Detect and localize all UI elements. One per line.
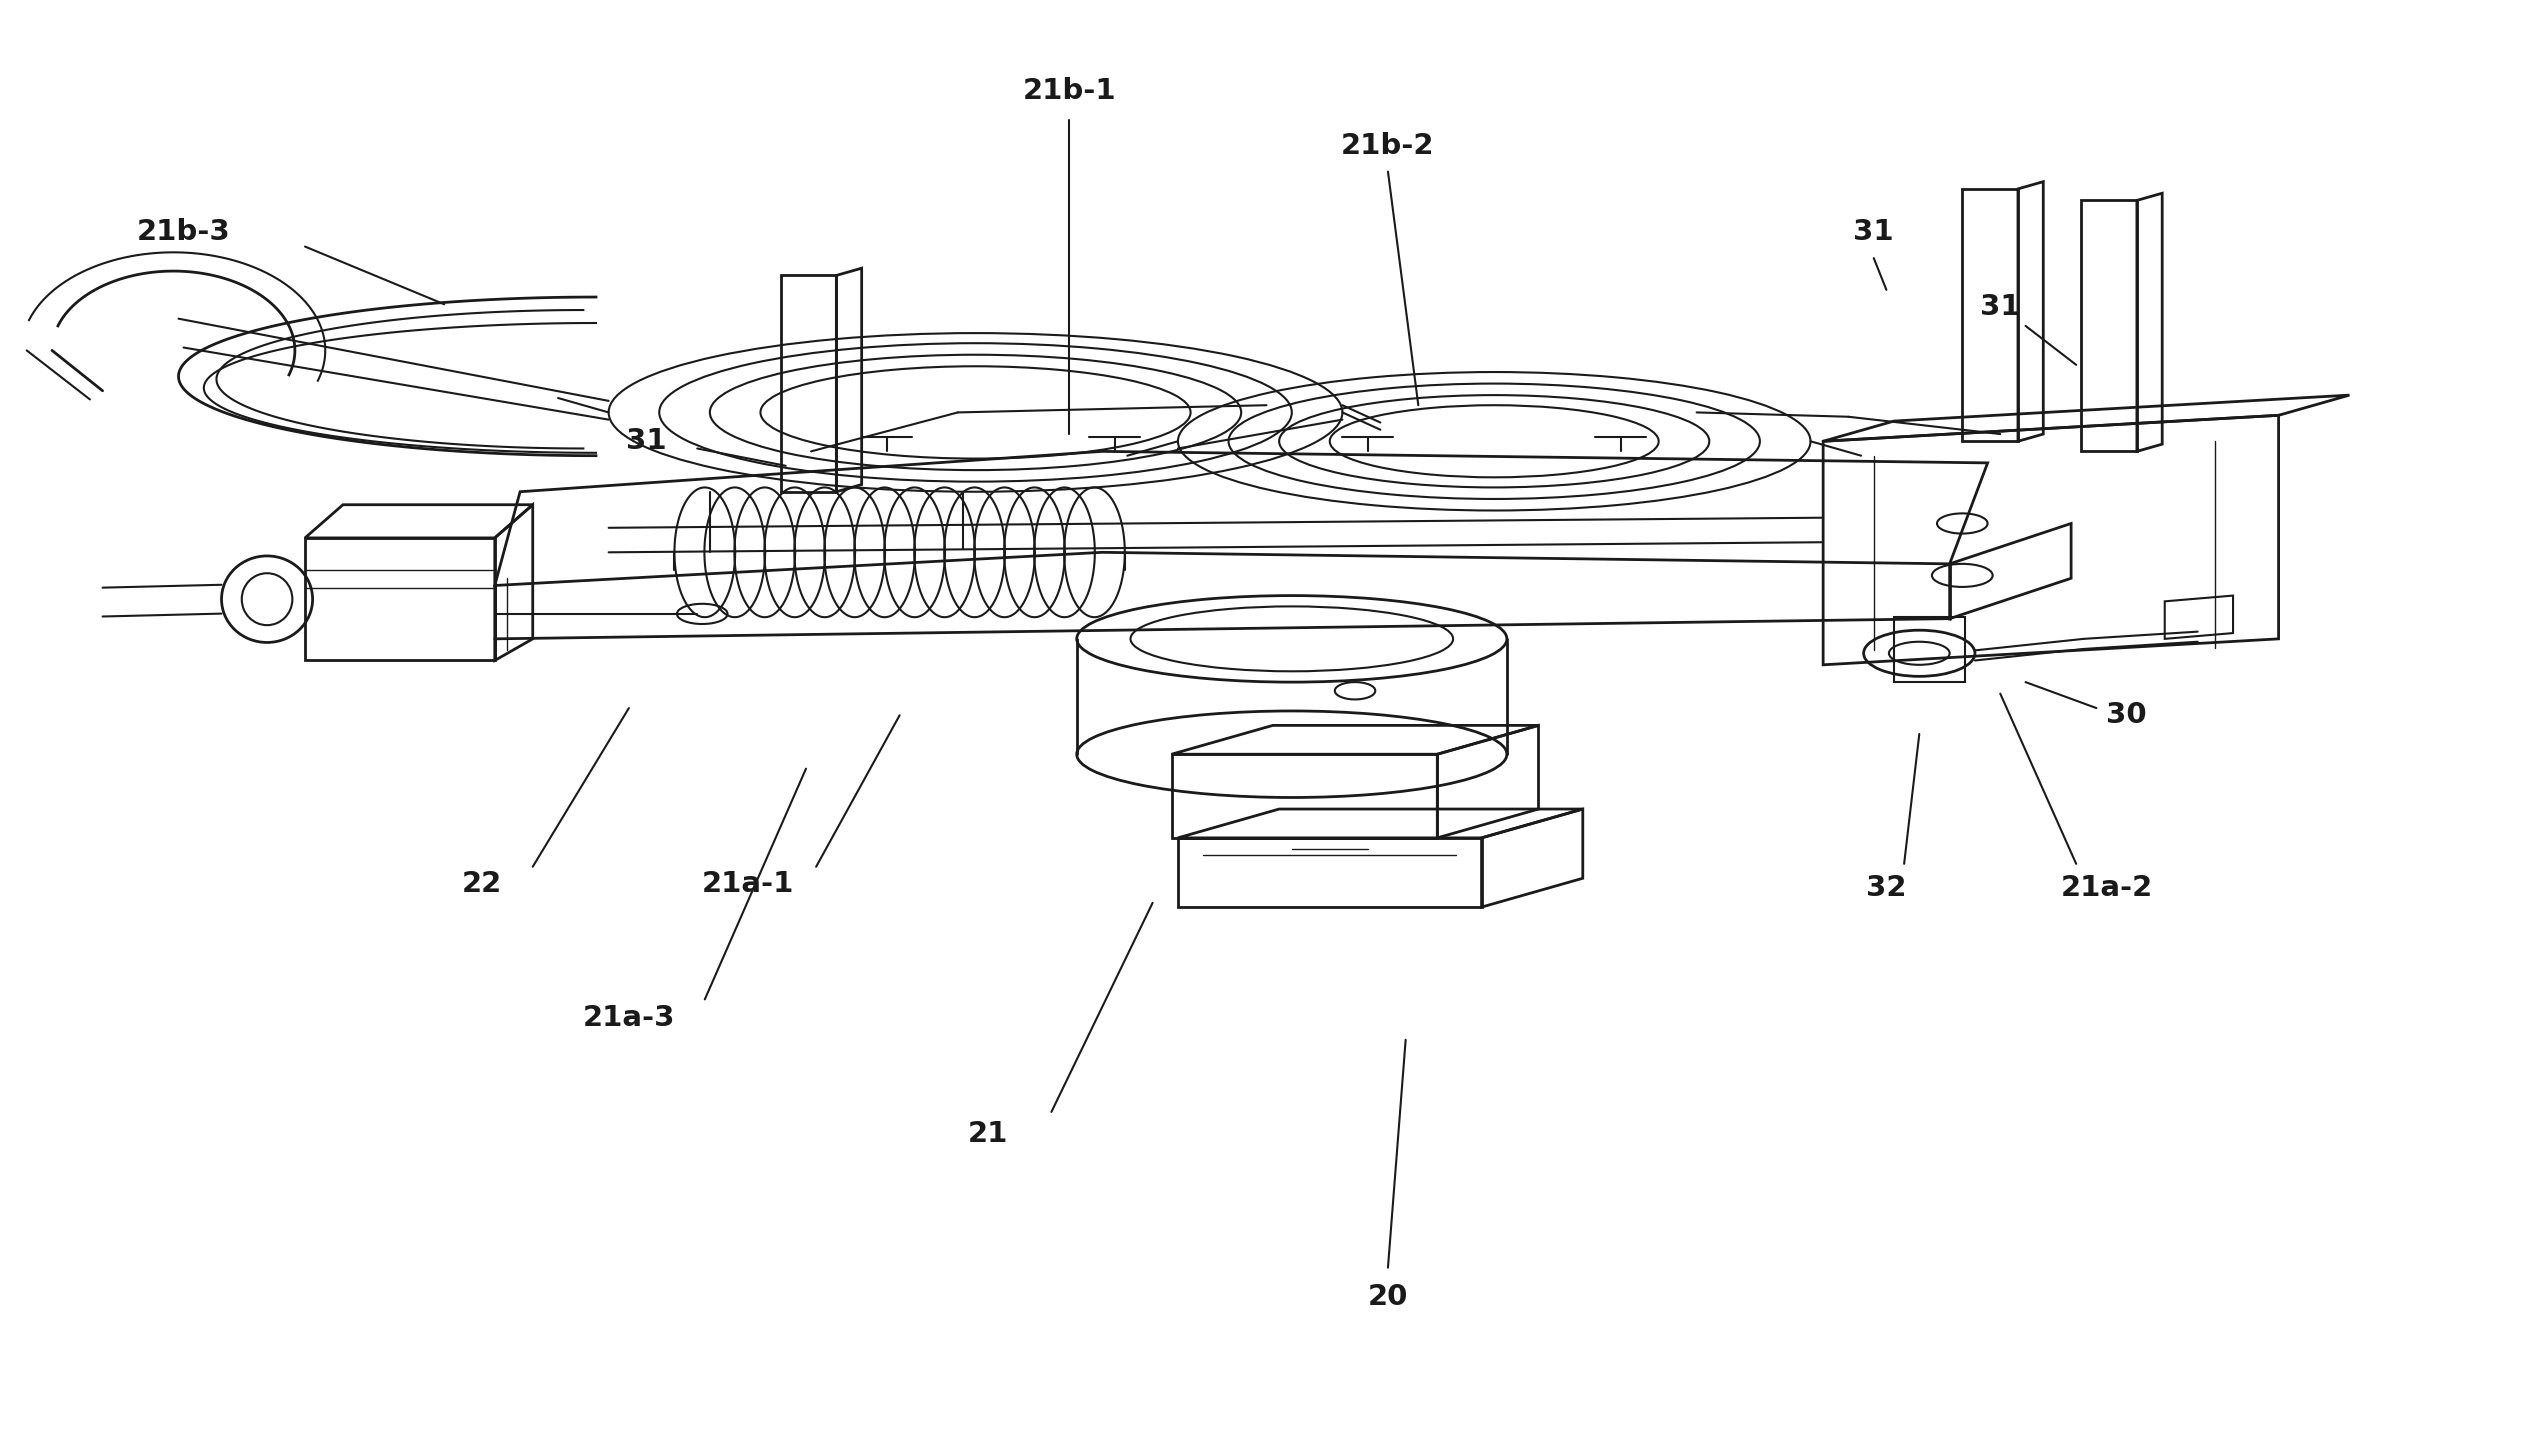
Text: 21b-2: 21b-2 — [1340, 131, 1434, 159]
Text: 31: 31 — [1854, 218, 1895, 246]
Text: 21a-1: 21a-1 — [702, 870, 793, 897]
Text: 21: 21 — [968, 1120, 1008, 1147]
Text: 31: 31 — [1981, 293, 2021, 321]
Text: 21a-3: 21a-3 — [583, 1004, 676, 1032]
Text: 30: 30 — [2107, 701, 2148, 730]
Text: 32: 32 — [1867, 874, 1907, 902]
Text: 20: 20 — [1368, 1283, 1408, 1311]
Text: 22: 22 — [461, 870, 502, 897]
Text: 21b-3: 21b-3 — [137, 218, 231, 246]
Text: 21b-1: 21b-1 — [1023, 77, 1117, 105]
Text: 31: 31 — [626, 428, 666, 455]
Text: 21a-2: 21a-2 — [2059, 874, 2153, 902]
